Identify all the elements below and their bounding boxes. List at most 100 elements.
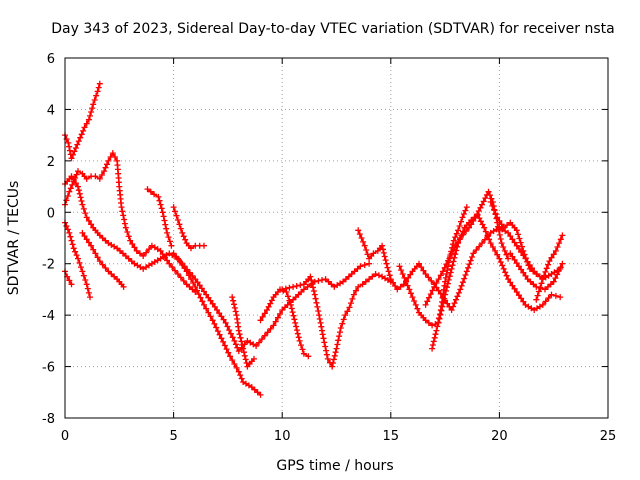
data-point-marker (515, 231, 522, 238)
data-point-marker (75, 187, 82, 194)
data-point-marker (119, 208, 126, 215)
data-point-marker (176, 256, 182, 263)
data-point-marker (288, 305, 295, 312)
data-point-marker (470, 217, 477, 224)
data-point-marker (147, 188, 154, 195)
data-point-marker (429, 287, 436, 294)
data-point-marker (509, 236, 516, 243)
data-point-marker (335, 337, 342, 344)
data-point-marker (422, 271, 429, 277)
data-point-marker (360, 238, 367, 245)
data-point-marker (164, 257, 171, 264)
data-point-marker (227, 353, 234, 360)
data-point-marker (452, 234, 459, 241)
data-point-marker (177, 225, 184, 232)
data-point-marker (442, 278, 449, 285)
data-point-marker (286, 284, 293, 291)
data-point-marker (79, 229, 86, 236)
data-point-marker (293, 323, 300, 330)
data-point-marker (157, 201, 164, 208)
data-point-marker (267, 325, 274, 332)
data-point-marker (318, 323, 325, 330)
data-point-marker (500, 244, 507, 250)
series-track-5 (62, 173, 264, 398)
data-point-marker (258, 336, 265, 343)
data-point-marker (362, 278, 369, 285)
data-point-marker (459, 214, 466, 221)
series-track-18 (533, 232, 566, 303)
data-point-marker (449, 262, 456, 269)
data-point-marker (158, 205, 165, 212)
data-point-marker (323, 351, 330, 358)
data-point-marker (552, 292, 559, 299)
data-point-marker (333, 345, 340, 352)
data-point-marker (319, 331, 326, 338)
data-point-marker (165, 234, 172, 241)
data-point-marker (344, 308, 351, 315)
data-point-marker (83, 214, 90, 221)
data-point-marker (499, 262, 506, 269)
data-point-marker (550, 278, 557, 285)
x-tick-labels: 0 5 10 15 20 25 (61, 429, 616, 444)
data-point-marker (300, 286, 307, 293)
data-point-marker (203, 305, 210, 312)
data-point-marker (225, 349, 232, 356)
data-point-marker (178, 260, 185, 267)
data-point-marker (554, 271, 561, 278)
data-point-marker (370, 250, 377, 257)
data-point-marker (557, 236, 564, 243)
data-point-marker (238, 338, 245, 345)
data-point-marker (461, 275, 468, 282)
data-point-marker (203, 291, 210, 298)
data-point-marker (243, 360, 250, 366)
data-point-marker (83, 175, 90, 182)
data-point-marker (151, 191, 158, 198)
data-point-marker (173, 253, 180, 260)
series-track-19 (487, 199, 540, 277)
data-point-marker (140, 253, 147, 259)
data-point-marker (112, 154, 118, 160)
data-point-marker (437, 272, 444, 279)
data-point-marker (515, 245, 522, 252)
data-point-marker (474, 211, 481, 218)
data-point-marker (75, 168, 81, 175)
data-point-marker (546, 258, 553, 265)
data-point-marker (213, 324, 220, 331)
data-point-marker (552, 247, 559, 254)
data-point-marker (465, 264, 472, 271)
data-point-marker (476, 243, 483, 250)
data-point-marker (224, 323, 231, 330)
data-point-marker (161, 217, 168, 224)
data-point-marker (241, 349, 247, 356)
data-point-marker (462, 207, 469, 214)
data-point-marker (223, 346, 230, 353)
data-point-marker (498, 240, 505, 247)
data-point-marker (557, 264, 564, 271)
y-tick-label: -8 (42, 412, 55, 427)
data-point-marker (78, 131, 85, 138)
data-point-marker (64, 193, 71, 199)
data-point-marker (381, 253, 388, 260)
data-point-marker (159, 209, 166, 216)
data-point-marker (83, 281, 90, 288)
data-point-marker (77, 134, 84, 141)
data-point-marker (416, 260, 422, 267)
data-point-marker (296, 337, 303, 344)
data-point-marker (380, 246, 386, 253)
data-point-marker (162, 221, 169, 228)
data-point-marker (88, 109, 95, 115)
y-tick-label: -2 (42, 258, 55, 273)
x-tick-label: 10 (274, 429, 291, 444)
data-point-marker (517, 239, 524, 246)
data-point-marker (235, 368, 242, 375)
data-point-marker (120, 212, 127, 219)
data-point-marker (94, 254, 101, 261)
data-point-marker (197, 294, 204, 301)
data-point-marker (90, 246, 97, 253)
data-point-marker (559, 260, 566, 267)
data-point-marker (479, 240, 485, 247)
data-point-marker (535, 288, 542, 295)
data-point-marker (105, 157, 112, 164)
data-point-marker (264, 307, 270, 313)
data-point-marker (359, 281, 366, 288)
